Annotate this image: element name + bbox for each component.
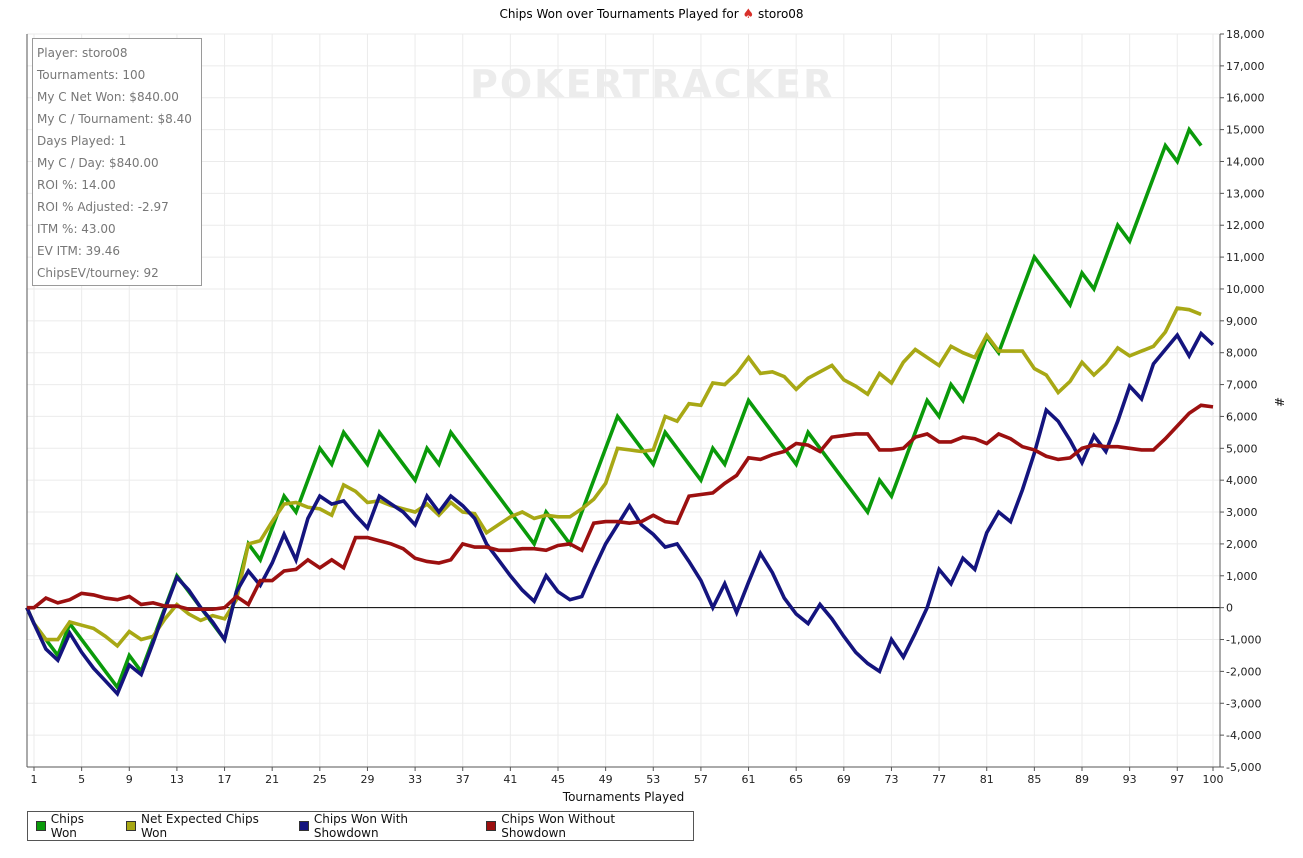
legend-item-with-showdown[interactable]: Chips Won With Showdown (299, 812, 472, 840)
stat-chipsev-tourney: ChipsEV/tourney: 92 (37, 266, 159, 280)
legend-label: Chips Won Without Showdown (501, 812, 616, 840)
stat-per-day: My C / Day: $840.00 (37, 156, 159, 170)
series-line-net-expected-chips-won (25, 306, 1202, 649)
stat-itm: ITM %: 43.00 (37, 222, 116, 236)
stat-roi: ROI %: 14.00 (37, 178, 116, 192)
x-tick-label: 93 (1123, 773, 1137, 786)
x-tick-label: 89 (1075, 773, 1089, 786)
stat-per-tournament: My C / Tournament: $8.40 (37, 112, 192, 126)
stat-roi-adjusted: ROI % Adjusted: -2.97 (37, 200, 169, 214)
y-tick-label: -2,000 (1226, 665, 1261, 678)
plot-area (27, 34, 1220, 767)
y-tick-label: -4,000 (1226, 729, 1261, 742)
legend-swatch (486, 821, 497, 831)
y-tick-label: 4,000 (1226, 474, 1258, 487)
y-tick-label: -3,000 (1226, 697, 1261, 710)
x-tick-label: 81 (980, 773, 994, 786)
x-tick-label: 33 (408, 773, 422, 786)
legend-swatch (126, 821, 137, 831)
x-tick-label: 97 (1170, 773, 1184, 786)
x-tick-label: 61 (742, 773, 756, 786)
x-tick-label: 85 (1027, 773, 1041, 786)
y-tick-label: 0 (1226, 602, 1233, 615)
y-tick-label: 6,000 (1226, 410, 1258, 423)
series-line-chips-won-with-showdown (25, 330, 1215, 697)
legend-label: Chips Won With Showdown (313, 812, 408, 840)
y-tick-label: 15,000 (1226, 124, 1265, 137)
x-tick-label: 37 (456, 773, 470, 786)
x-tick-label: 73 (884, 773, 898, 786)
x-tick-label: 1 (31, 773, 38, 786)
chart-title-text: Chips Won over Tournaments Played for (499, 7, 739, 21)
legend-item-net-expected[interactable]: Net Expected Chips Won (126, 812, 285, 840)
y-tick-label: 10,000 (1226, 283, 1265, 296)
x-tick-label: 57 (694, 773, 708, 786)
x-tick-label: 65 (789, 773, 803, 786)
x-tick-label: 13 (170, 773, 184, 786)
x-tick-label: 21 (265, 773, 279, 786)
chart-title-player: storo08 (757, 7, 804, 21)
x-tick-label: 45 (551, 773, 565, 786)
x-tick-label: 69 (837, 773, 851, 786)
x-tick-label: 49 (599, 773, 613, 786)
y-tick-label: 13,000 (1226, 187, 1265, 200)
y-tick-label: 1,000 (1226, 570, 1258, 583)
y-tick-label: 3,000 (1226, 506, 1258, 519)
legend-swatch (36, 821, 46, 831)
legend-label: Chips Won (50, 812, 84, 840)
legend-swatch (299, 821, 309, 831)
pokertracker-watermark-logo: POKERTRACKER (470, 62, 835, 106)
x-tick-label: 17 (218, 773, 232, 786)
x-tick-label: 77 (932, 773, 946, 786)
poker-spade-chip-icon: ♠ (742, 7, 755, 22)
y-tick-label: 11,000 (1226, 251, 1265, 264)
x-axis-label: Tournaments Played (562, 790, 684, 804)
chart-legend: Chips Won Net Expected Chips Won Chips W… (27, 811, 694, 841)
y-tick-label: -5,000 (1226, 761, 1261, 774)
series-line-chips-won-without-showdown (26, 403, 1214, 612)
y-tick-label: 8,000 (1226, 347, 1258, 360)
y-tick-label: 7,000 (1226, 379, 1258, 392)
x-tick-label: 100 (1203, 773, 1224, 786)
x-tick-label: 5 (78, 773, 85, 786)
y-tick-label: 9,000 (1226, 315, 1258, 328)
y-tick-label: 17,000 (1226, 60, 1265, 73)
stat-net-won: My C Net Won: $840.00 (37, 90, 179, 104)
stat-player: Player: storo08 (37, 46, 128, 60)
legend-item-chips-won[interactable]: Chips Won (36, 812, 112, 840)
y-tick-label: 2,000 (1226, 538, 1258, 551)
legend-item-without-showdown[interactable]: Chips Won Without Showdown (486, 812, 679, 840)
stat-tournaments: Tournaments: 100 (37, 68, 146, 82)
y-tick-label: -1,000 (1226, 634, 1261, 647)
y-tick-label: 5,000 (1226, 442, 1258, 455)
chart-title: Chips Won over Tournaments Played for ♠ … (0, 7, 1303, 22)
x-tick-label: 29 (360, 773, 374, 786)
x-tick-label: 41 (503, 773, 517, 786)
stat-ev-itm: EV ITM: 39.46 (37, 244, 121, 258)
legend-label: Net Expected Chips Won (141, 812, 259, 840)
y-tick-label: 12,000 (1226, 219, 1265, 232)
x-tick-label: 25 (313, 773, 327, 786)
y-axis-label: # (1272, 397, 1286, 407)
stats-panel: Player: storo08 Tournaments: 100 My C Ne… (32, 38, 202, 286)
y-tick-label: 18,000 (1226, 28, 1265, 41)
x-tick-label: 9 (126, 773, 133, 786)
stat-days-played: Days Played: 1 (37, 134, 127, 148)
y-tick-label: 16,000 (1226, 92, 1265, 105)
x-tick-label: 53 (646, 773, 660, 786)
y-tick-label: 14,000 (1226, 155, 1265, 168)
